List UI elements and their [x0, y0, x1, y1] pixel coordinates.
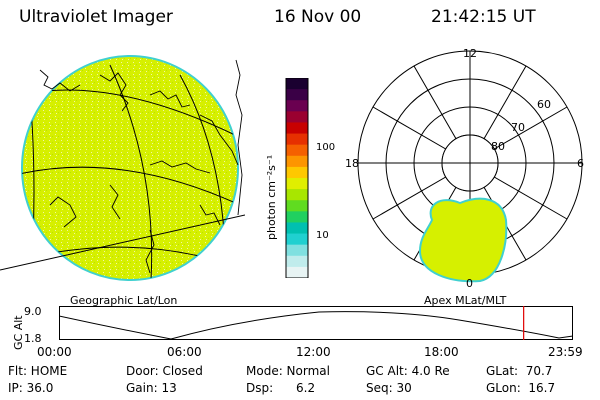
- colorbar-swatch: [286, 100, 308, 112]
- timeline-tick-0000: 00:00: [37, 345, 72, 359]
- colorbar-swatch: [286, 266, 308, 278]
- timeline-tick-0600: 06:00: [167, 345, 202, 359]
- info-dsp: Dsp: 6.2: [246, 381, 316, 395]
- colorbar-swatch: [286, 166, 308, 179]
- coastlines: [39, 59, 243, 274]
- colorbar-swatch: [286, 89, 308, 101]
- colorbar-tick-10: 10: [316, 230, 329, 241]
- info-ip: IP: 36.0: [8, 381, 54, 395]
- auroral-oval-blob: [418, 197, 508, 283]
- polar-plot: [357, 50, 583, 283]
- colorbar-swatch: [286, 222, 308, 235]
- colorbar-swatch: [286, 122, 308, 135]
- timeline-tick-1800: 18:00: [424, 345, 459, 359]
- lat-label-60: 60: [537, 98, 551, 111]
- mlt-label-18: 18: [345, 157, 359, 170]
- colorbar-swatch: [286, 233, 308, 246]
- timeline-ymin-label: 1.8: [24, 332, 42, 345]
- colorbar-swatch: [286, 200, 308, 212]
- aurora-globe-fill: [21, 55, 239, 281]
- colorbar-swatch: [286, 144, 308, 157]
- timeline-tick-2359: 23:59: [548, 345, 583, 359]
- geographic-panel-label: Geographic Lat/Lon: [70, 294, 178, 307]
- info-gain: Gain: 13: [126, 381, 177, 395]
- info-glon: GLon: 16.7: [486, 381, 556, 395]
- info-glat: GLat: 70.7: [486, 364, 553, 378]
- colorbar-swatch: [286, 178, 308, 190]
- mlt-label-6: 6: [577, 157, 584, 170]
- colorbar-swatch: [286, 255, 308, 268]
- mlt-label-0: 0: [466, 277, 473, 290]
- lat-label-70: 70: [511, 121, 525, 134]
- colorbar-swatch: [286, 133, 308, 146]
- apex-panel-label: Apex MLat/MLT: [424, 294, 507, 307]
- info-gc-alt: GC Alt: 4.0 Re: [366, 364, 450, 378]
- info-flight: Flt: HOME: [8, 364, 68, 378]
- timeline-ymax-label: 9.0: [24, 305, 42, 318]
- colorbar-swatch: [286, 78, 308, 90]
- timeline-tick-1200: 12:00: [296, 345, 331, 359]
- colorbar-swatch: [286, 211, 308, 223]
- colorbar-swatch: [286, 244, 308, 257]
- intensity-colorbar: [285, 78, 309, 278]
- colorbar-swatch: [286, 155, 308, 168]
- info-door: Door: Closed: [126, 364, 203, 378]
- lat-label-80: 80: [491, 140, 505, 153]
- colorbar-swatch: [286, 111, 308, 123]
- info-seq: Seq: 30: [366, 381, 412, 395]
- colorbar-tick-100: 100: [316, 142, 336, 153]
- time-label: 21:42:15 UT: [431, 7, 536, 27]
- instrument-title: Ultraviolet Imager: [19, 7, 173, 27]
- altitude-timeline: [59, 306, 573, 340]
- info-mode: Mode: Normal: [246, 364, 330, 378]
- geographic-image: [0, 55, 245, 281]
- colorbar-unit-label: photon cm⁻²s⁻¹: [265, 154, 278, 240]
- date-label: 16 Nov 00: [274, 7, 362, 27]
- mlt-label-12: 12: [463, 47, 477, 60]
- colorbar-swatch: [286, 189, 308, 201]
